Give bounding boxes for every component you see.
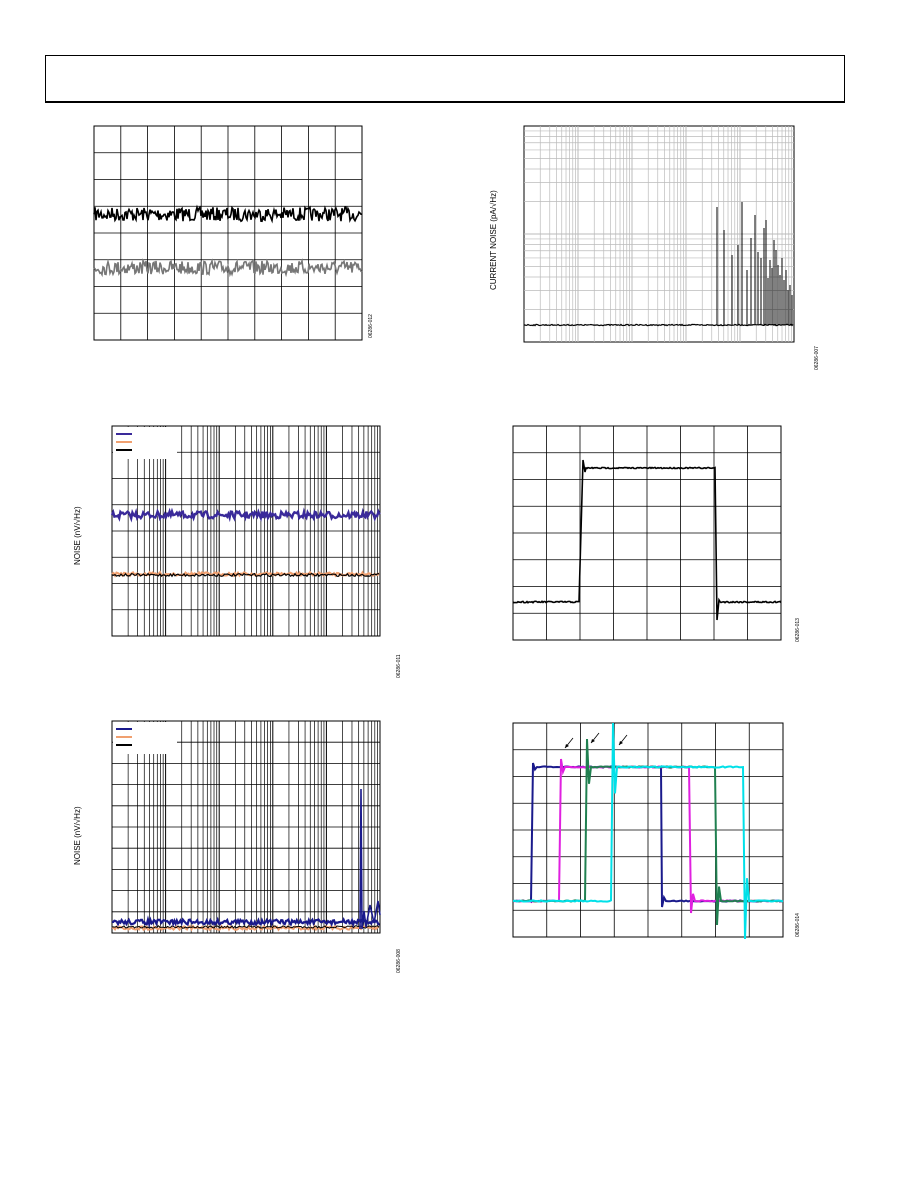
plot-traces — [512, 722, 784, 940]
callout-arrowhead — [565, 744, 569, 748]
plot-traces — [110, 507, 381, 578]
pulse-trace — [512, 459, 782, 621]
y-axis-label: NOISE (nV/√Hz) — [73, 806, 82, 865]
y-axis-label: CURRENT NOISE (pA/√Hz) — [489, 190, 498, 290]
legend — [113, 427, 177, 459]
chart-voltage-noise-1: NOISE (nV/√Hz) 06286-011 — [73, 425, 402, 678]
noise-trace-2 — [111, 924, 380, 932]
noise-trace — [93, 258, 363, 278]
chart-multi-pulse: 06286-014 — [512, 722, 801, 940]
plot-grid — [94, 126, 362, 340]
noise-trace-1 — [110, 507, 381, 523]
chart-time-noise: 06286-012 — [93, 125, 374, 341]
noise-trace-3 — [111, 925, 380, 929]
y-axis-label: NOISE (nV/√Hz) — [73, 506, 82, 565]
plot-grid — [513, 426, 781, 640]
chart-current-noise: CURRENT NOISE (pA/√Hz) 06286-007 — [489, 125, 820, 370]
figure-code: 06286-007 — [814, 346, 820, 370]
page-header — [45, 55, 845, 103]
plot-traces — [512, 459, 782, 621]
plot-grid — [524, 126, 794, 342]
figure-code: 06286-012 — [368, 314, 374, 338]
chart-voltage-noise-2: NOISE (nV/√Hz) 06286-008 — [73, 720, 402, 973]
figure-code: 06286-013 — [795, 618, 801, 642]
figure-code: 06286-014 — [795, 913, 801, 937]
callout-arrowhead — [591, 739, 595, 743]
callout-arrowhead — [619, 741, 623, 745]
plot-traces — [111, 788, 381, 932]
plot-traces — [93, 204, 363, 278]
noise-spike — [359, 788, 381, 930]
legend — [113, 722, 177, 754]
noise-trace-1 — [111, 915, 380, 929]
figure-code: 06286-008 — [396, 949, 402, 973]
figure-code: 06286-011 — [396, 654, 402, 678]
noise-floor-trace — [524, 323, 794, 327]
chart-pulse-response: 06286-013 — [512, 425, 801, 642]
noise-trace — [93, 204, 362, 224]
noise-trace-3 — [111, 572, 380, 578]
plot-traces — [524, 202, 794, 327]
plot-grid — [112, 426, 380, 636]
pulse-trace-4 — [512, 722, 784, 940]
